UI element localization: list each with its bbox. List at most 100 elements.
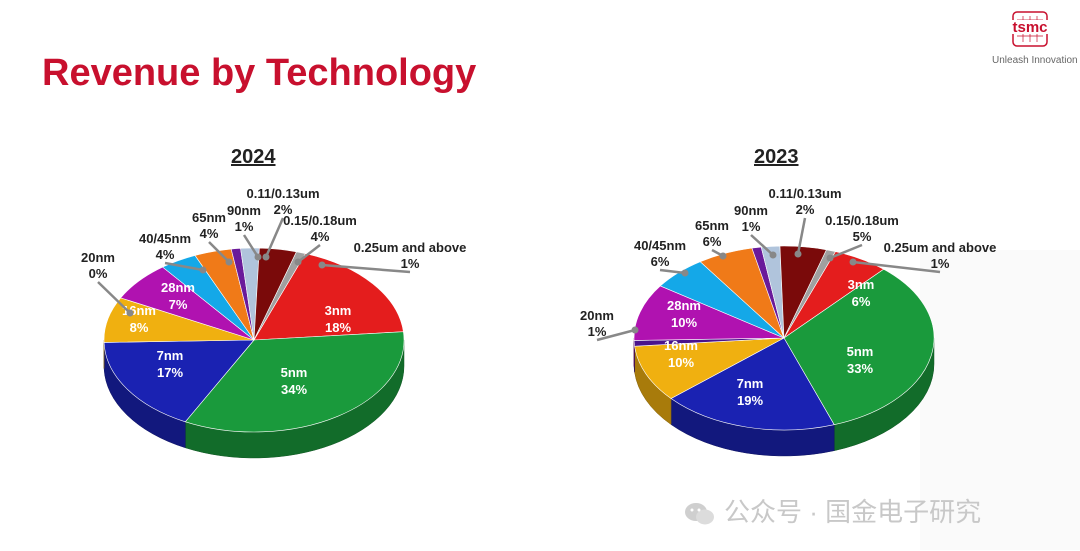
slice-label-7nm-2023: 7nm xyxy=(737,376,764,391)
pie-slice-0-25um-and-above-2024 xyxy=(253,251,306,341)
pie-slices-2023 xyxy=(633,245,935,431)
slice-value-65nm-2024: 4% xyxy=(200,226,219,241)
watermark-text: 公众号 · 国金电子研究 xyxy=(724,497,982,527)
slice-label-28nm-2024: 28nm xyxy=(161,280,195,295)
leader-line-0-15-0-18um-2024 xyxy=(297,244,321,263)
slice-label-65nm-2023: 65nm xyxy=(695,218,729,233)
pie-chart-2023: 2023 3nm 6% 5nm 33% 7nm 19% 16nm 10% 20nm 1% 28nm 1… xyxy=(540,140,1080,470)
slice-label-7nm-2024: 7nm xyxy=(157,348,184,363)
leader-line-65nm-2024 xyxy=(208,241,230,263)
wechat-icon xyxy=(685,503,714,525)
slice-label-3nm-2023: 3nm xyxy=(848,277,875,292)
slice-label-40-45nm-2024: 40/45nm xyxy=(139,231,191,246)
pie-labels-2024: 3nm18%5nm34%7nm17%16nm8%20nm0%28nm7%40/4… xyxy=(81,186,466,397)
pie-slice-7nm-2023 xyxy=(670,337,835,431)
pie-slices-2024 xyxy=(103,247,405,433)
pie-slice-16nm-2023 xyxy=(634,337,785,399)
pie-svg-2024: 3nm18%5nm34%7nm17%16nm8%20nm0%28nm7%40/4… xyxy=(81,186,466,459)
slice-value-0-11-0-13um-2024: 2% xyxy=(274,202,293,217)
slice-value-28nm-2023: 10% xyxy=(671,315,697,330)
slice-value-0-15-0-18um-2023: 5% xyxy=(853,229,872,244)
pie-slice-3nm-2024 xyxy=(253,253,404,341)
slice-label-0-25um-and-above-2023: 0.25um and above xyxy=(884,240,997,255)
leader-dot-20nm-2023 xyxy=(631,326,639,334)
pie-slice-0-25um-and-above-2023 xyxy=(783,249,836,339)
leader-line-0-25um-and-above-2023 xyxy=(852,260,941,274)
leader-dot-90nm-2023 xyxy=(769,251,777,259)
slice-label-3nm-2024: 3nm xyxy=(325,303,352,318)
slice-value-0-11-0-13um-2023: 2% xyxy=(796,202,815,217)
slice-value-16nm-2024: 8% xyxy=(130,320,149,335)
slice-label-0-25um-and-above-2024: 0.25um and above xyxy=(354,240,467,255)
slice-value-0-25um-and-above-2023: 1% xyxy=(931,256,950,271)
background-panel xyxy=(920,250,1080,550)
leader-dot-0-11-0-13um-2024 xyxy=(262,253,270,261)
slice-label-5nm-2023: 5nm xyxy=(847,344,874,359)
slice-value-20nm-2023: 1% xyxy=(588,324,607,339)
leader-line-0-11-0-13um-2024 xyxy=(264,217,285,258)
slice-label-90nm-2024: 90nm xyxy=(227,203,261,218)
slice-value-7nm-2023: 19% xyxy=(737,393,763,408)
leader-dot-0-11-0-13um-2023 xyxy=(794,250,802,258)
slice-value-0-15-0-18um-2024: 4% xyxy=(311,229,330,244)
slice-value-65nm-2023: 6% xyxy=(703,234,722,249)
chart-title-2023: 2023 xyxy=(754,146,799,168)
watermark: 公众号 · 国金电子研究 xyxy=(684,492,981,529)
chart-title-2024: 2024 xyxy=(231,146,276,168)
pie-chart-2024: 2024 3nm 18% 5nm 34% 7nm 17% 16nm 8% 20nm 0% 28nm 7… xyxy=(0,140,540,470)
leader-dot-0-15-0-18um-2024 xyxy=(294,258,302,266)
leader-dot-40-45nm-2024 xyxy=(199,266,207,274)
leader-line-40-45nm-2023 xyxy=(659,268,686,275)
slice-value-3nm-2023: 6% xyxy=(852,294,871,309)
pie-svg-2023: 3nm6%5nm33%7nm19%16nm10%20nm1%28nm10%40/… xyxy=(580,186,996,457)
slice-label-0-11-0-13um-2023: 0.11/0.13um xyxy=(769,186,842,201)
slice-label-28nm-2023: 28nm xyxy=(667,298,701,313)
slice-label-20nm-2024: 20nm xyxy=(81,250,115,265)
tsmc-logo: tsmc xyxy=(1005,11,1055,47)
leader-dot-0-25um-and-above-2023 xyxy=(849,258,857,266)
slice-value-5nm-2023: 33% xyxy=(847,361,873,376)
slice-value-3nm-2024: 18% xyxy=(325,320,351,335)
slice-value-40-45nm-2024: 4% xyxy=(156,247,175,262)
slice-label-0-11-0-13um-2024: 0.11/0.13um xyxy=(247,186,320,201)
slice-value-28nm-2024: 7% xyxy=(169,297,188,312)
leader-dot-65nm-2023 xyxy=(719,252,727,260)
slice-value-7nm-2024: 17% xyxy=(157,365,183,380)
slice-label-0-15-0-18um-2024: 0.15/0.18um xyxy=(283,213,357,228)
slice-value-90nm-2024: 1% xyxy=(235,219,254,234)
leader-dot-0-15-0-18um-2023 xyxy=(826,254,834,262)
leader-line-0-11-0-13um-2023 xyxy=(796,217,807,255)
slice-value-0-25um-and-above-2024: 1% xyxy=(401,256,420,271)
leader-dot-65nm-2024 xyxy=(225,258,233,266)
slice-label-65nm-2024: 65nm xyxy=(192,210,226,225)
leader-line-40-45nm-2024 xyxy=(164,261,204,272)
slice-label-20nm-2023: 20nm xyxy=(580,308,614,323)
leader-line-20nm-2023 xyxy=(596,328,636,342)
pie-slice-28nm-2023 xyxy=(633,285,785,341)
leader-line-0-15-0-18um-2023 xyxy=(829,243,863,260)
leader-dot-20nm-2024 xyxy=(126,309,134,317)
leader-line-0-25um-and-above-2024 xyxy=(321,263,411,274)
leader-line-90nm-2024 xyxy=(242,234,260,258)
pie-slice-7nm-2024 xyxy=(103,339,255,423)
slice-label-90nm-2023: 90nm xyxy=(734,203,768,218)
leader-dot-90nm-2024 xyxy=(254,253,262,261)
slice-label-16nm-2023: 16nm xyxy=(664,338,698,353)
slice-value-5nm-2024: 34% xyxy=(281,382,307,397)
tagline: Unleash Innovation xyxy=(992,55,1078,66)
slice-label-5nm-2024: 5nm xyxy=(281,365,308,380)
leader-dot-40-45nm-2023 xyxy=(681,269,689,277)
leader-line-20nm-2024 xyxy=(97,281,131,314)
slice-value-20nm-2024: 0% xyxy=(89,266,108,281)
slice-value-16nm-2023: 10% xyxy=(668,355,694,370)
leader-dot-0-25um-and-above-2024 xyxy=(318,261,326,269)
page-title: Revenue by Technology xyxy=(42,52,477,94)
leader-line-90nm-2023 xyxy=(750,234,774,256)
pie-slice-5nm-2023 xyxy=(783,268,935,426)
slice-value-90nm-2023: 1% xyxy=(742,219,761,234)
pie-labels-2023: 3nm6%5nm33%7nm19%16nm10%20nm1%28nm10%40/… xyxy=(580,186,996,408)
slice-value-40-45nm-2023: 6% xyxy=(651,254,670,269)
slice-label-40-45nm-2023: 40/45nm xyxy=(634,238,686,253)
slice-label-0-15-0-18um-2023: 0.15/0.18um xyxy=(825,213,899,228)
tsmc-logo-text: tsmc xyxy=(1012,19,1047,36)
